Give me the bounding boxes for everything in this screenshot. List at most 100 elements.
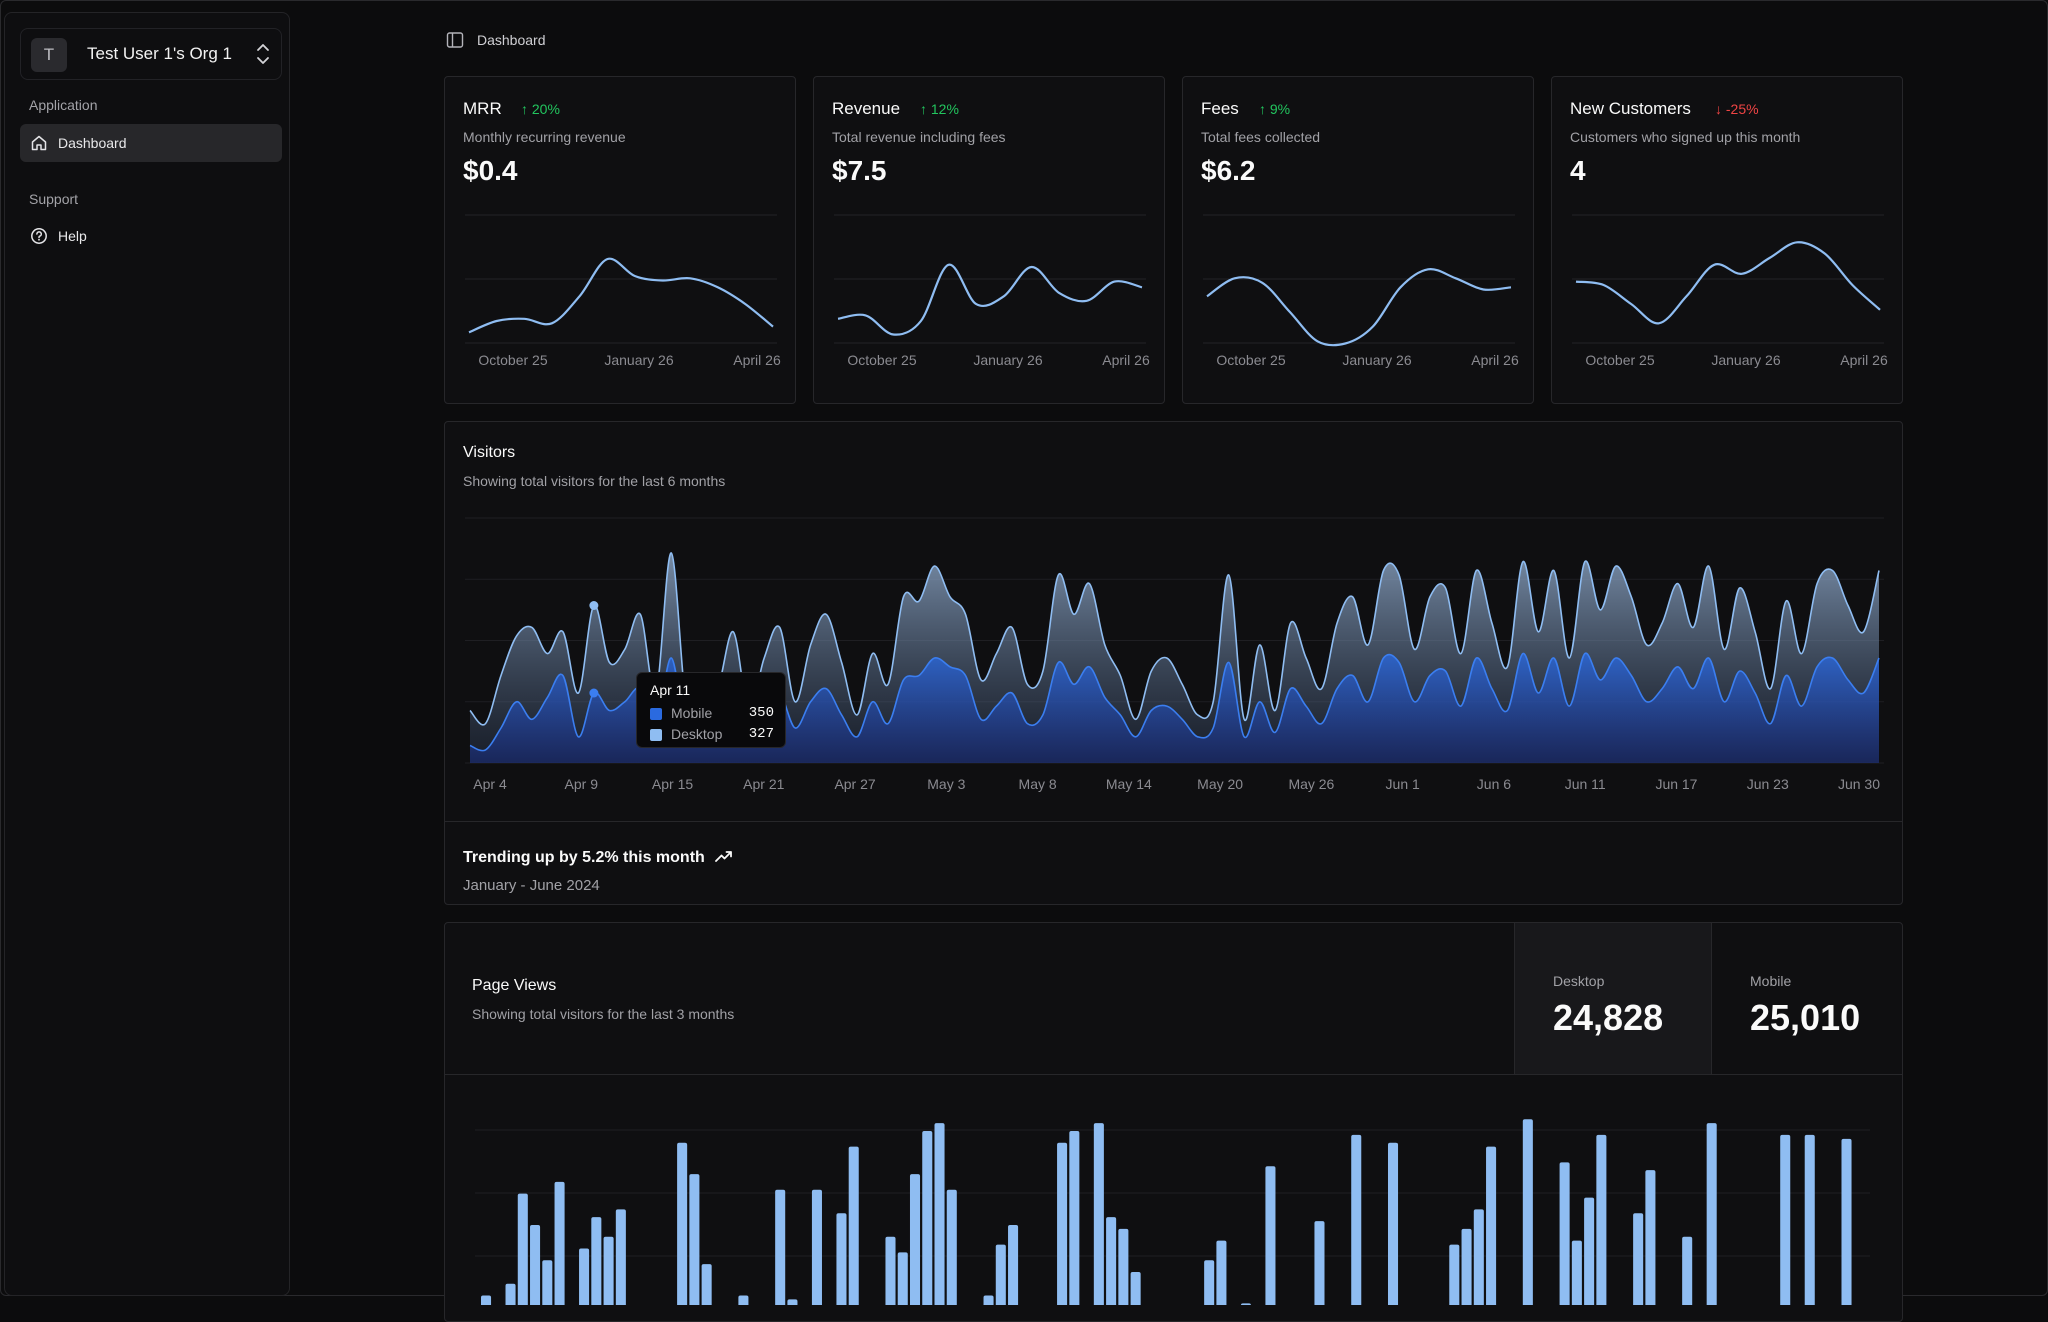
visitors-card: Visitors Showing total visitors for the …: [444, 421, 1903, 905]
bar: [701, 1264, 712, 1305]
kpi-trend-value: 20%: [531, 101, 560, 117]
stat-label: Mobile: [1750, 973, 1792, 989]
kpi-card-revenue: Revenue ↑ 12% Total revenue including fe…: [813, 76, 1165, 404]
kpi-value: $0.4: [463, 155, 518, 186]
bar: [677, 1142, 688, 1305]
page-views-subtitle: Showing total visitors for the last 3 mo…: [472, 1006, 735, 1022]
sparkline-path: [468, 257, 774, 334]
chevrons-up-down-icon: [257, 44, 269, 64]
bar: [1130, 1272, 1141, 1305]
bar: [1804, 1134, 1815, 1305]
sparkline-path: [837, 263, 1143, 336]
x-tick-label: October 25: [1585, 352, 1654, 368]
bar: [934, 1123, 945, 1305]
kpi-trend: ↑ 9%: [1259, 101, 1291, 117]
bar: [1265, 1166, 1276, 1305]
sidebar-item-help[interactable]: Help: [20, 217, 282, 255]
visitors-subtitle: Showing total visitors for the last 6 mo…: [463, 473, 726, 489]
bar: [995, 1244, 1006, 1305]
x-tick-label: January 26: [604, 352, 673, 368]
x-tick-label: April 26: [1102, 352, 1150, 368]
bar: [897, 1252, 908, 1305]
page-views-card: Page Views Showing total visitors for th…: [444, 922, 1903, 1322]
divider: [445, 821, 1902, 822]
stat-value: 25,010: [1750, 997, 1861, 1038]
sidebar-item-label: Help: [58, 228, 87, 244]
bar: [1351, 1134, 1362, 1305]
bar: [1559, 1162, 1570, 1305]
x-tick-label: October 25: [1216, 352, 1285, 368]
visitors-area-chart[interactable]: Apr 4 Apr 9 Apr 15 Apr 21 Apr 27 May 3 May 8 Ma…: [445, 502, 1904, 822]
x-tick-label: May 20: [1197, 776, 1243, 792]
x-tick-label: Jun 17: [1655, 776, 1697, 792]
mobile-toggle[interactable]: Mobile 25,010: [1712, 923, 1902, 1074]
sparkline-path: [1575, 241, 1881, 325]
bar: [1780, 1134, 1791, 1305]
bar: [775, 1189, 786, 1305]
desktop-toggle[interactable]: Desktop 24,828: [1514, 923, 1712, 1074]
mobile-area: [470, 653, 1879, 763]
bar: [1841, 1138, 1852, 1305]
bar: [542, 1260, 553, 1305]
sidebar-item-dashboard[interactable]: Dashboard: [20, 124, 282, 162]
bar: [517, 1193, 528, 1305]
x-tick-label: May 14: [1106, 776, 1152, 792]
bar: [1706, 1123, 1717, 1305]
bar: [1057, 1142, 1068, 1305]
trending-up-icon: [715, 851, 733, 862]
kpi-card-mrr: MRR ↑ 20% Monthly recurring revenue $0.4…: [444, 76, 796, 404]
bar: [1486, 1146, 1497, 1305]
date-range: January - June 2024: [463, 877, 600, 894]
sidebar-item-label: Dashboard: [58, 135, 127, 151]
mobile-hover-dot: [589, 688, 599, 698]
bar: [1522, 1119, 1533, 1305]
bar: [554, 1181, 565, 1305]
desktop-hover-dot: [589, 601, 599, 610]
kpi-card-new-customers: New Customers ↓ -25% Customers who signe…: [1551, 76, 1903, 404]
bar: [885, 1236, 896, 1305]
x-tick-label: January 26: [1711, 352, 1780, 368]
breadcrumb[interactable]: Dashboard: [477, 32, 546, 48]
kpi-subtitle: Total fees collected: [1201, 129, 1321, 145]
bar: [787, 1299, 798, 1305]
bar: [1118, 1228, 1129, 1305]
tooltip-row-desktop: Desktop 327: [650, 726, 774, 744]
x-tick-label: October 25: [847, 352, 916, 368]
bar: [1473, 1209, 1484, 1305]
x-tick-label: Apr 9: [565, 776, 599, 792]
x-tick-label: Jun 6: [1477, 776, 1511, 792]
group-label-support: Support: [29, 191, 79, 207]
sidebar-toggle-icon[interactable]: [446, 31, 464, 49]
divider: [445, 1074, 1902, 1075]
kpi-subtitle: Total revenue including fees: [832, 129, 1006, 145]
x-tick-label: Apr 4: [473, 776, 507, 792]
trend-line: Trending up by 5.2% this month: [463, 849, 733, 867]
bar: [1204, 1260, 1215, 1305]
kpi-trend-value: 9%: [1269, 101, 1291, 117]
x-tick-label: Jun 1: [1386, 776, 1420, 792]
org-switcher[interactable]: T Test User 1's Org 1: [20, 28, 282, 80]
bar: [1106, 1217, 1117, 1305]
kpi-title: Fees: [1201, 99, 1239, 118]
bar: [1682, 1236, 1693, 1305]
kpi-trend-value: 12%: [930, 101, 959, 117]
page-views-bar-chart[interactable]: [445, 1075, 1904, 1305]
kpi-sparkline: October 25 January 26 April 26: [1572, 214, 1888, 368]
trend-text: Trending up by 5.2% this month: [463, 849, 705, 866]
tooltip-date: Apr 11: [650, 682, 691, 698]
x-tick-label: May 8: [1019, 776, 1057, 792]
bar: [689, 1174, 700, 1305]
bar: [848, 1146, 859, 1305]
bar: [1069, 1131, 1080, 1305]
kpi-sparkline: October 25 January 26 April 26: [834, 214, 1150, 368]
kpi-sparkline: October 25 January 26 April 26: [465, 214, 781, 368]
visitors-title: Visitors: [463, 444, 516, 461]
kpi-title: MRR: [463, 99, 502, 118]
bar: [1387, 1142, 1399, 1305]
bar: [603, 1236, 614, 1305]
kpi-card-fees: Fees ↑ 9% Total fees collected $6.2 Octo…: [1182, 76, 1534, 404]
sparkline-path: [1206, 268, 1512, 347]
bar: [481, 1295, 492, 1305]
home-icon: [31, 135, 47, 151]
bar: [505, 1283, 516, 1305]
